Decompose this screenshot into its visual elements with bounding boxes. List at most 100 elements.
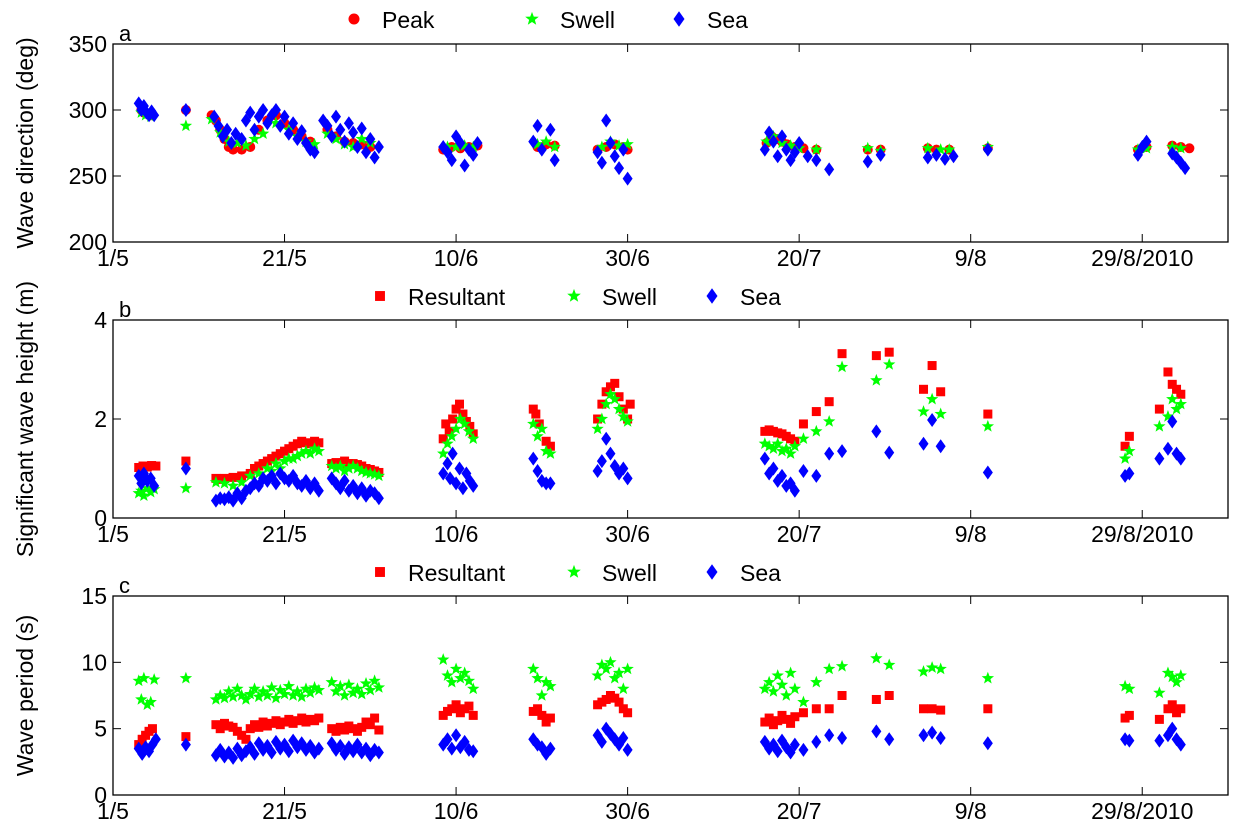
data-point-swell bbox=[784, 666, 797, 679]
panel-c: 1/5 21/5 10/6 30/6 20/7 9/8 29/8/2010 0 5 10 15 Wav… bbox=[12, 560, 1229, 824]
data-point-swell bbox=[179, 671, 193, 684]
data-point-swell bbox=[758, 437, 772, 450]
data-point-swell bbox=[338, 464, 351, 477]
data-point-swell bbox=[278, 454, 291, 467]
data-points bbox=[133, 96, 1195, 186]
data-point-swell bbox=[595, 412, 609, 425]
data-point-swell bbox=[595, 658, 609, 671]
data-point-swell bbox=[346, 459, 360, 472]
data-point-swell bbox=[244, 469, 257, 482]
data-point-swell bbox=[599, 662, 613, 675]
data-point-swell bbox=[132, 674, 145, 687]
data-point-swell bbox=[355, 464, 368, 477]
data-point-swell bbox=[244, 687, 257, 700]
data-point-swell bbox=[231, 136, 244, 149]
data-point-swell bbox=[531, 429, 544, 442]
data-point-sea bbox=[811, 153, 822, 168]
x-tick-label: 10/6 bbox=[434, 798, 479, 824]
data-point-sea bbox=[622, 742, 633, 757]
y-tick-label: 4 bbox=[94, 307, 107, 333]
data-point-resultant bbox=[528, 404, 538, 414]
data-point-swell bbox=[269, 457, 283, 469]
data-point-resultant bbox=[936, 387, 946, 397]
data-point-swell bbox=[767, 442, 780, 454]
data-point-sea bbox=[596, 454, 607, 469]
data-point-sea bbox=[532, 118, 543, 133]
data-point-swell bbox=[535, 422, 549, 435]
data-point-resultant bbox=[786, 718, 796, 728]
data-point-swell bbox=[1118, 452, 1132, 464]
data-point-swell bbox=[368, 467, 381, 480]
data-point-sea bbox=[279, 109, 290, 124]
data-point-sea bbox=[213, 118, 224, 133]
data-point-swell bbox=[1153, 686, 1166, 699]
legend-label-sea: Sea bbox=[740, 284, 781, 310]
data-point-sea bbox=[982, 142, 993, 157]
data-point-resultant bbox=[181, 732, 191, 742]
data-point-swell bbox=[608, 671, 621, 684]
data-point-swell bbox=[767, 685, 780, 697]
data-point-swell bbox=[355, 132, 368, 145]
data-point-sea bbox=[1175, 737, 1186, 752]
data-point-swell bbox=[222, 685, 235, 697]
data-point-swell bbox=[137, 671, 151, 684]
data-point-sea bbox=[609, 149, 620, 164]
data-point-swell bbox=[462, 424, 476, 437]
data-point-sea bbox=[772, 744, 783, 759]
data-point-swell bbox=[1166, 670, 1179, 683]
data-point-swell bbox=[449, 422, 463, 435]
data-point-sea bbox=[275, 118, 286, 133]
data-point-swell bbox=[445, 675, 458, 688]
data-point-swell bbox=[822, 414, 836, 427]
plot-frame bbox=[112, 319, 1229, 519]
data-point-swell bbox=[810, 675, 823, 688]
data-point-sea bbox=[618, 142, 629, 157]
data-point-swell bbox=[784, 447, 797, 459]
data-point-swell bbox=[437, 653, 450, 665]
data-point-swell bbox=[780, 442, 793, 454]
data-point-sea bbox=[442, 456, 453, 471]
data-point-resultant bbox=[1167, 379, 1177, 389]
data-point-sea bbox=[249, 746, 260, 761]
data-point-swell bbox=[239, 692, 253, 705]
data-point-resultant bbox=[811, 704, 821, 714]
data-point-swell bbox=[235, 475, 248, 488]
data-point-sea bbox=[348, 125, 359, 140]
y-tick-label: 2 bbox=[94, 406, 107, 432]
data-point-sea bbox=[948, 149, 959, 164]
data-point-swell bbox=[822, 662, 836, 675]
data-point-resultant bbox=[936, 705, 946, 715]
data-point-swell bbox=[870, 373, 883, 386]
data-point-swell bbox=[368, 674, 381, 687]
data-point-sea bbox=[1154, 733, 1165, 748]
y-tick-label: 15 bbox=[81, 583, 107, 609]
data-point-swell bbox=[861, 141, 874, 154]
data-point-swell bbox=[981, 419, 995, 432]
x-tick-label: 1/5 bbox=[97, 245, 129, 271]
legend-marker-swell bbox=[567, 564, 581, 578]
data-point-swell bbox=[934, 143, 947, 155]
data-point-sea bbox=[922, 150, 933, 165]
data-point-swell bbox=[295, 690, 308, 703]
data-point-swell bbox=[591, 669, 604, 681]
x-tick-label: 10/6 bbox=[434, 521, 479, 547]
data-point-sea bbox=[1175, 451, 1186, 466]
x-tick-label: 30/6 bbox=[605, 245, 650, 271]
data-point-sea bbox=[618, 461, 629, 476]
data-point-swell bbox=[214, 125, 227, 138]
data-point-sea bbox=[309, 145, 320, 160]
data-point-resultant bbox=[464, 701, 474, 711]
data-points bbox=[132, 347, 1188, 508]
data-point-sea bbox=[837, 444, 848, 459]
data-point-swell bbox=[458, 139, 471, 151]
x-tick-label: 29/8/2010 bbox=[1091, 521, 1193, 547]
data-point-resultant bbox=[314, 713, 324, 723]
data-point-resultant bbox=[533, 704, 543, 714]
data-point-swell bbox=[179, 119, 193, 132]
data-point-sea bbox=[236, 132, 247, 147]
x-tick-label: 21/5 bbox=[262, 798, 307, 824]
panel-b: 1/5 21/5 10/6 30/6 20/7 9/8 29/8/2010 0 2 4 Signif… bbox=[12, 281, 1229, 557]
legend-marker-sea bbox=[706, 288, 718, 304]
data-point-swell bbox=[883, 358, 896, 370]
data-point-sea bbox=[532, 463, 543, 478]
